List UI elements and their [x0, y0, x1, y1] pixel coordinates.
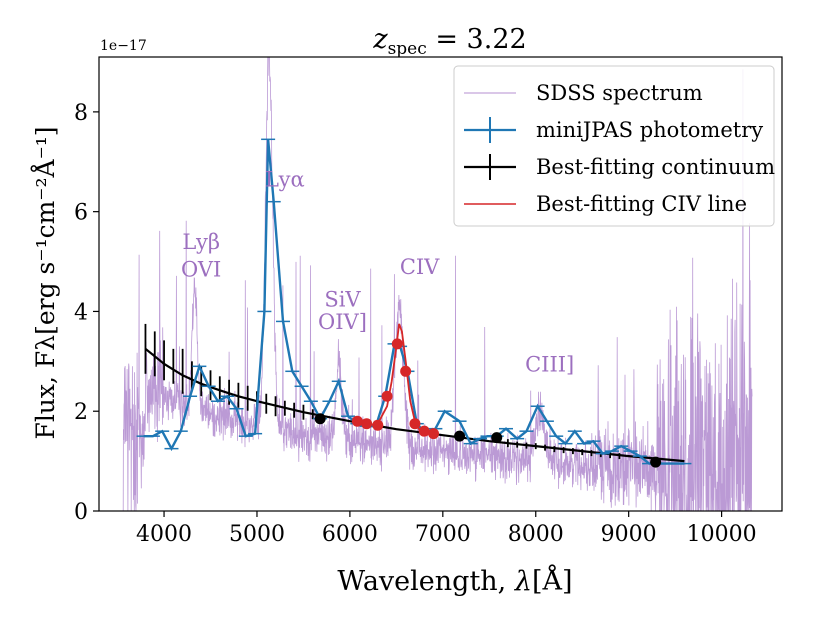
x-label-var: λ	[514, 566, 532, 597]
x-tick-label-1: 5000	[229, 522, 285, 547]
plot-area	[122, 57, 753, 511]
y-tick-label-0: 0	[74, 500, 88, 525]
y-tick-label-3: 6	[74, 201, 88, 226]
legend-swatch-2	[464, 154, 516, 180]
x-label-prefix: Wavelength,	[337, 566, 514, 597]
continuum-point-1	[454, 430, 466, 442]
civ-point-0	[351, 415, 363, 427]
civ-point-7	[418, 425, 430, 437]
y-axis-label: Flux, Fλ[erg s⁻¹cm⁻²Å⁻¹]	[30, 126, 60, 439]
chart-title: zspec = 3.22	[372, 24, 526, 59]
legend-label-0: SDSS spectrum	[536, 81, 703, 105]
x-axis-label: Wavelength, λ[Å]	[337, 564, 572, 597]
civ-point-5	[400, 365, 412, 377]
legend-label-1: miniJPAS photometry	[536, 118, 763, 142]
continuum-point-3	[650, 456, 662, 468]
civ-point-4	[391, 338, 403, 350]
civ-point-6	[409, 418, 421, 430]
annotation-4: OIV]	[318, 310, 367, 334]
axes: 4000 5000 6000 7000 8000 9000 10000 0 2 4 6 8	[74, 56, 783, 547]
continuum-line	[144, 348, 685, 463]
x-tick-label-5: 9000	[601, 522, 657, 547]
y-offset-label: 1e−17	[100, 38, 147, 54]
annotation-2: OVI	[181, 258, 221, 282]
annotation-0: Lyα	[265, 168, 305, 192]
y-tick-label-4: 8	[74, 101, 88, 126]
civ-point-2	[372, 419, 384, 431]
annotation-3: SiV	[324, 287, 361, 311]
axes-frame	[98, 56, 783, 512]
x-tick-label-2: 6000	[322, 522, 378, 547]
continuum-point-0	[314, 413, 326, 425]
legend-label-3: Best-fitting CIV line	[536, 192, 747, 216]
annotation-5: CIV	[400, 255, 440, 279]
y-tick-label-2: 4	[74, 300, 88, 325]
x-tick-label-0: 4000	[136, 522, 192, 547]
continuum-point-2	[491, 432, 503, 444]
legend: SDSS spectrum miniJPAS photometry Best-fit…	[453, 65, 775, 227]
legend-swatch-1	[464, 117, 516, 143]
x-tick-label-3: 7000	[415, 522, 471, 547]
civ-point-3	[381, 390, 393, 402]
sdss-spectrum-line	[122, 57, 753, 511]
civ-point-1	[361, 418, 373, 430]
x-tick-label-4: 8000	[508, 522, 564, 547]
annotation-6: CIII]	[525, 352, 574, 376]
civ-point-8	[428, 428, 440, 440]
y-tick-label-1: 2	[74, 400, 88, 425]
x-tick-label-6: 10000	[687, 522, 757, 547]
title-sub: spec	[388, 39, 427, 59]
annotation-1: Lyβ	[182, 230, 220, 254]
title-eq: = 3.22	[427, 24, 527, 55]
title-var: z	[372, 24, 388, 55]
x-label-suffix: [Å]	[532, 564, 573, 597]
legend-label-2: Best-fitting continuum	[536, 155, 775, 179]
legend-box	[453, 65, 775, 227]
